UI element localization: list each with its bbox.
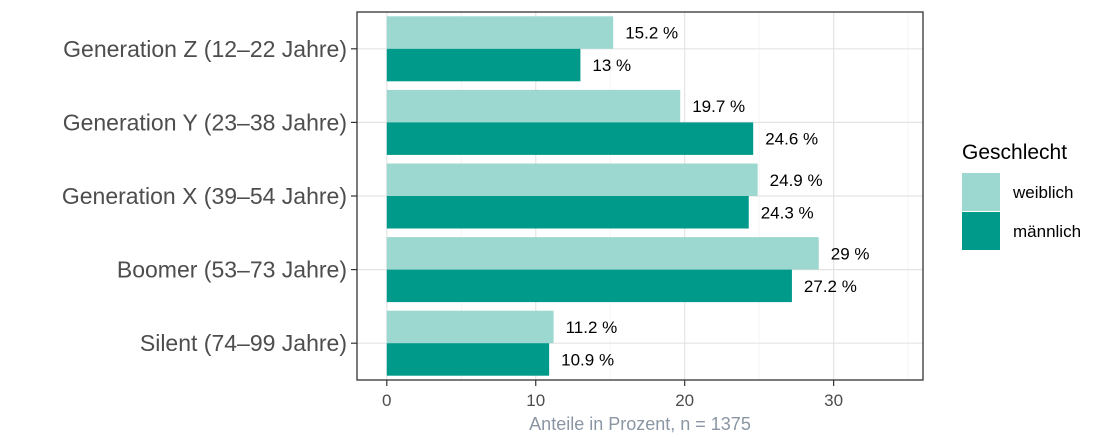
y-tick-label: Generation Z (12–22 Jahre)	[63, 36, 347, 62]
y-tick-label: Silent (74–99 Jahre)	[140, 330, 347, 356]
data-labels: 15.2 % 13 % 19.7 % 24.6 % 24.9 % 24.3 % 29 % 27…	[561, 24, 869, 370]
legend-key-maennlich	[962, 212, 1000, 250]
bar-value-label: 19.7 %	[692, 97, 745, 116]
bar-weiblich	[386, 310, 554, 344]
legend-key-weiblich	[962, 173, 1000, 211]
y-tick-label: Generation X (39–54 Jahre)	[62, 183, 347, 209]
y-tick-label: Generation Y (23–38 Jahre)	[63, 109, 347, 135]
bar-value-label: 15.2 %	[625, 24, 678, 43]
bar-value-label: 13 %	[592, 56, 631, 75]
y-axis: Generation Z (12–22 Jahre) Generation Y (…	[62, 36, 357, 356]
bar-maennlich	[386, 269, 792, 303]
bar-value-label: 24.6 %	[765, 130, 818, 149]
legend-label: weiblich	[1012, 183, 1073, 202]
bar-value-label: 27.2 %	[804, 277, 857, 296]
bar-value-label: 29 %	[831, 244, 870, 263]
x-tick-label: 30	[824, 391, 843, 410]
x-axis-title: Anteile in Prozent, n = 1375	[529, 414, 751, 434]
bar-value-label: 24.3 %	[761, 203, 814, 222]
bar-value-label: 11.2 %	[566, 318, 618, 337]
x-tick-label: 10	[526, 391, 545, 410]
legend-title: Geschlecht	[962, 141, 1067, 164]
bar-weiblich	[386, 16, 614, 49]
bar-value-label: 24.9 %	[770, 171, 823, 190]
legend: Geschlecht weiblich männlich	[962, 141, 1081, 250]
bar-maennlich	[386, 343, 550, 376]
y-tick-label: Boomer (53–73 Jahre)	[117, 257, 347, 283]
bars	[386, 16, 819, 376]
bar-maennlich	[386, 48, 581, 82]
x-tick-label: 0	[382, 391, 391, 410]
bar-value-label: 10.9 %	[561, 350, 614, 369]
bar-weiblich	[386, 237, 819, 270]
bar-maennlich	[386, 196, 749, 229]
bar-maennlich	[386, 122, 754, 155]
legend-label: männlich	[1013, 222, 1081, 241]
bar-weiblich	[386, 163, 758, 196]
x-axis: 0 10 20 30	[382, 380, 843, 410]
x-tick-label: 20	[675, 391, 694, 410]
bar-weiblich	[386, 89, 681, 123]
